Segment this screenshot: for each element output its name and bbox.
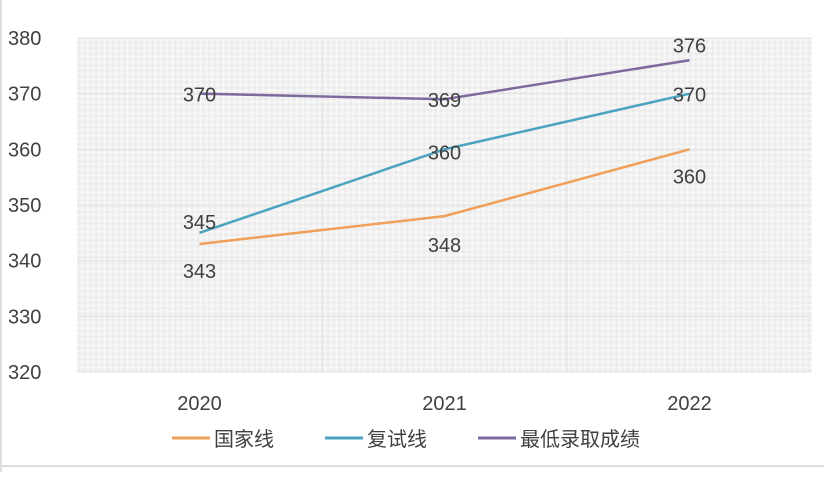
x-tick-label: 2020 (177, 393, 222, 415)
y-tick-label: 330 (8, 306, 41, 328)
data-label: 376 (673, 35, 706, 57)
data-label: 345 (183, 212, 216, 234)
legend-label: 复试线 (367, 427, 427, 451)
data-label: 360 (428, 142, 461, 164)
series-line-1 (199, 92, 690, 235)
series-line-0 (199, 148, 690, 246)
data-label: 343 (183, 261, 216, 283)
data-label: 370 (183, 85, 216, 107)
data-label: 348 (428, 235, 461, 257)
legend-label: 最低录取成绩 (520, 427, 640, 451)
y-tick-label: 350 (8, 195, 41, 217)
y-tick-label: 380 (8, 28, 41, 50)
y-tick-label: 370 (8, 84, 41, 106)
data-label: 370 (673, 85, 706, 107)
legend-label: 国家线 (214, 427, 274, 451)
x-tick-label: 2022 (667, 393, 712, 415)
series-line-2 (199, 59, 690, 101)
y-tick-label: 360 (8, 139, 41, 161)
data-label: 369 (428, 90, 461, 112)
x-tick-label: 2021 (422, 393, 467, 415)
y-tick-label: 340 (8, 251, 41, 273)
y-tick-label: 320 (8, 362, 41, 384)
data-label: 360 (673, 166, 706, 188)
